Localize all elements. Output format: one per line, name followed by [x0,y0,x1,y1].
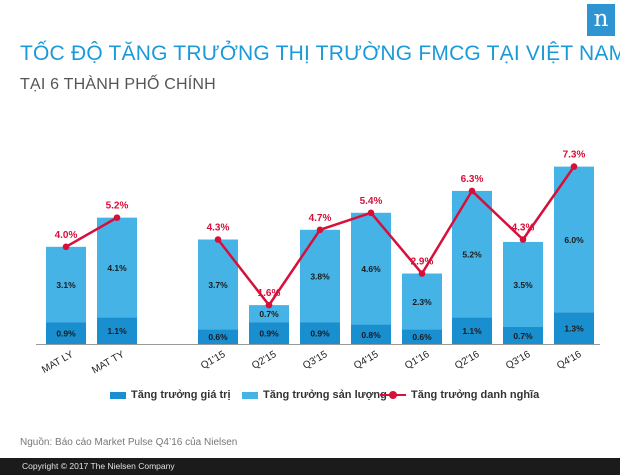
data-label-value-growth: 0.7% [513,331,533,341]
nominal-growth-point [265,301,273,309]
legend-item-value-growth: Tăng trưởng giá trị [110,389,231,401]
bar-volume-growth [198,239,238,330]
bar-value-growth [554,312,594,344]
chart-subtitle: TẠI 6 THÀNH PHỐ CHÍNH [20,76,216,93]
bar-value-growth [351,324,391,344]
bar-volume-growth [503,241,543,327]
data-label-nominal-growth: 7.3% [563,150,586,161]
nominal-growth-point [113,214,121,221]
bar-volume-growth [249,305,289,323]
data-label-nominal-growth: 4.7% [309,213,332,224]
x-tick-label: Q2'16 [453,349,482,372]
bar-value-growth [503,326,543,344]
nominal-growth-point [214,236,222,243]
x-tick-label: Q2'15 [250,349,279,372]
data-label-nominal-growth: 4.3% [207,223,230,234]
data-label-value-growth: 1.1% [462,326,482,336]
data-label-volume-growth: 3.5% [513,280,533,290]
bar-value-growth [300,322,340,344]
nominal-growth-point [418,270,426,277]
x-tick-label: Q4'15 [352,349,381,372]
bar-value-growth [97,317,137,344]
legend-item-volume-growth: Tăng trưởng sản lượng [242,389,387,401]
copyright-text: Copyright © 2017 The Nielsen Company [22,461,175,471]
bar-volume-growth [351,212,391,325]
data-label-volume-growth: 5.2% [462,250,482,260]
data-label-volume-growth: 2.3% [412,297,432,307]
bar-volume-growth [402,273,442,330]
data-label-nominal-growth: 2.9% [411,257,434,268]
data-label-value-growth: 0.6% [208,332,228,342]
nominal-growth-point [62,243,70,251]
data-label-volume-growth: 0.7% [259,309,279,319]
x-tick-label: Q3'16 [504,349,533,372]
nominal-growth-point [367,209,375,217]
source-note: Nguồn: Báo cáo Market Pulse Q4’16 của Ni… [20,437,238,448]
bar-value-growth [249,322,289,344]
nielsen-logo: n [587,4,615,36]
x-tick-label: Q1'15 [199,349,228,372]
data-label-nominal-growth: 6.3% [461,174,484,185]
legend-label-volume-growth: Tăng trưởng sản lượng [263,389,387,401]
data-label-value-growth: 1.3% [564,324,584,334]
footer-bar: Copyright © 2017 The Nielsen Company [0,458,620,475]
bar-value-growth [46,322,86,344]
legend-swatch-value-growth [110,391,126,399]
bar-volume-growth [300,229,340,323]
bar-value-growth [452,317,492,344]
data-label-nominal-growth: 4.3% [512,223,535,234]
data-label-value-growth: 0.9% [56,329,76,339]
bar-value-growth [402,329,442,344]
data-label-volume-growth: 4.1% [107,263,127,273]
data-label-nominal-growth: 1.6% [258,288,281,299]
legend-item-nominal-growth: Tăng trưởng danh nghĩa [380,389,539,401]
chart-title: TỐC ĐỘ TĂNG TRƯỞNG THỊ TRƯỜNG FMCG TẠI V… [20,42,620,65]
data-label-volume-growth: 6.0% [564,235,584,245]
bar-volume-growth [97,217,137,318]
chart-area: 0.9% 3.1% 1.1% 4.1% 0.6% 3.7% 0.9% 0.7% 0.9% 3.8%… [36,150,600,376]
bar-value-growth [198,329,238,344]
nominal-growth-point [316,226,324,234]
data-label-nominal-growth: 4.0% [55,230,78,241]
legend: Tăng trưởng giá trị Tăng trưởng sản lượn… [0,389,620,405]
legend-label-value-growth: Tăng trưởng giá trị [131,389,231,401]
data-label-value-growth: 0.6% [412,332,432,342]
nominal-growth-point [468,187,476,195]
nominal-growth-point [519,236,527,243]
data-label-volume-growth: 3.8% [310,271,330,281]
nominal-growth-point [570,163,578,170]
bar-volume-growth [554,166,594,313]
nominal-growth-line [217,165,576,307]
legend-label-nominal-growth: Tăng trưởng danh nghĩa [411,389,540,401]
data-label-volume-growth: 3.7% [208,280,228,290]
data-label-value-growth: 0.9% [310,329,330,339]
x-tick-label: Q3'15 [301,349,330,372]
data-label-value-growth: 1.1% [107,326,127,336]
x-tick-label: MAT LY [40,349,76,376]
x-tick-label: Q1'16 [403,349,432,372]
nominal-growth-line [65,216,118,248]
data-label-value-growth: 0.8% [361,330,381,340]
legend-marker-nominal-growth [380,391,406,400]
x-tick-label: MAT TY [90,349,127,376]
data-label-nominal-growth: 5.2% [106,201,129,212]
legend-swatch-volume-growth [242,391,258,399]
data-label-value-growth: 0.9% [259,329,279,339]
bar-volume-growth [46,246,86,323]
data-label-volume-growth: 4.6% [361,264,381,274]
data-label-volume-growth: 3.1% [56,280,76,290]
x-tick-label: Q4'16 [555,349,584,372]
data-label-nominal-growth: 5.4% [360,196,383,207]
